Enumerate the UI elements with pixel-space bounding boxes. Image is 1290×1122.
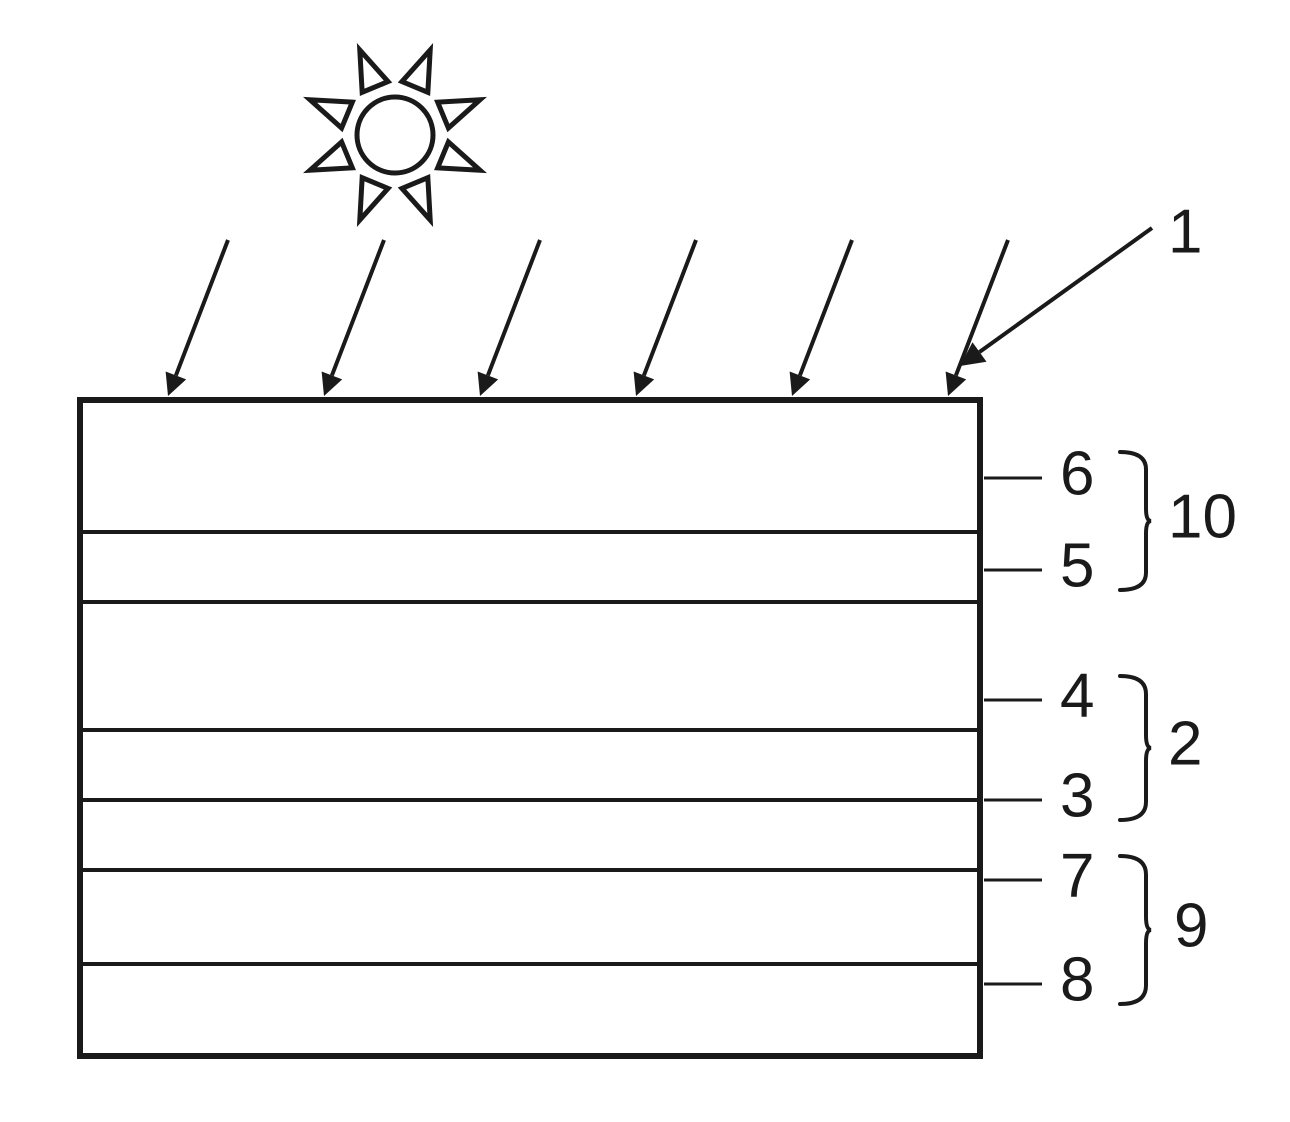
group-braces [1120,452,1151,1004]
incident-ray [634,240,696,396]
incident-ray [322,240,384,396]
layer-number: 3 [1060,761,1094,830]
callout-1-arrow [960,228,1152,366]
layer-stack [80,400,980,1056]
layer-number: 6 [1060,439,1094,508]
group-brace [1120,452,1151,590]
group-number: 2 [1168,709,1202,778]
layer-number: 8 [1060,945,1094,1014]
incident-ray [166,240,228,396]
layer-number: 4 [1060,661,1094,730]
group-brace [1120,856,1151,1004]
group-brace [1120,676,1151,820]
layer-number: 5 [1060,531,1094,600]
incident-ray [478,240,540,396]
incident-ray [946,240,1008,396]
group-number: 10 [1168,482,1237,551]
layer-number: 7 [1060,841,1094,910]
incident-ray [790,240,852,396]
layer-labels [984,478,1042,984]
callout-1-label: 1 [1168,197,1202,266]
sun-icon [310,50,480,220]
group-number: 9 [1174,891,1208,960]
